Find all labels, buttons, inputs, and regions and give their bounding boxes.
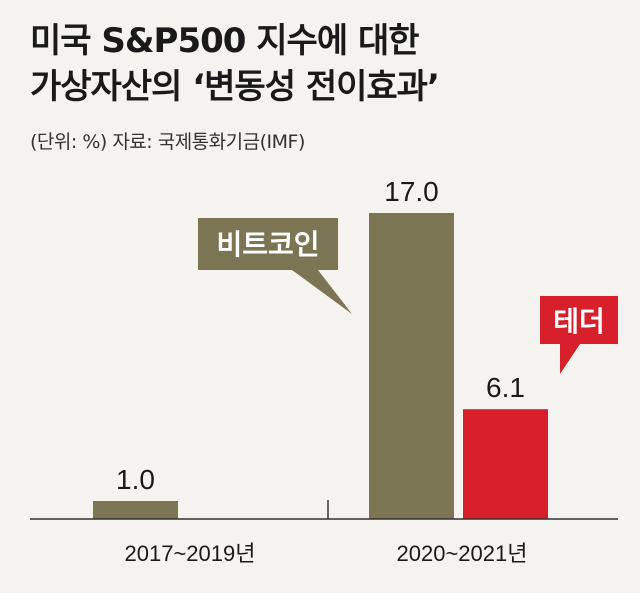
data-label: 1.0 — [116, 464, 155, 495]
bar-bitcoin — [93, 501, 178, 519]
chart-subtitle: (단위: %) 자료: 국제통화기금(IMF) — [30, 131, 305, 153]
data-label: 17.0 — [384, 176, 439, 207]
bar-bitcoin — [369, 213, 454, 519]
x-tick-label: 2020~2021년 — [397, 541, 528, 566]
x-tick-label: 2017~2019년 — [125, 541, 256, 566]
legend-callout-bitcoin — [198, 218, 352, 314]
title-line-2: 가상자산의 ‘변동성 전이효과’ — [30, 67, 440, 107]
legend-label-tether: 테더 — [553, 306, 605, 337]
bar-tether — [463, 409, 548, 519]
chart-title: 미국 S&P500 지수에 대한 가상자산의 ‘변동성 전이효과’ — [30, 18, 440, 110]
title-line-1: 미국 S&P500 지수에 대한 — [30, 21, 419, 61]
data-label: 6.1 — [486, 372, 525, 403]
legend-label-bitcoin: 비트코인 — [216, 229, 319, 260]
legend-callout-tether — [540, 296, 618, 374]
